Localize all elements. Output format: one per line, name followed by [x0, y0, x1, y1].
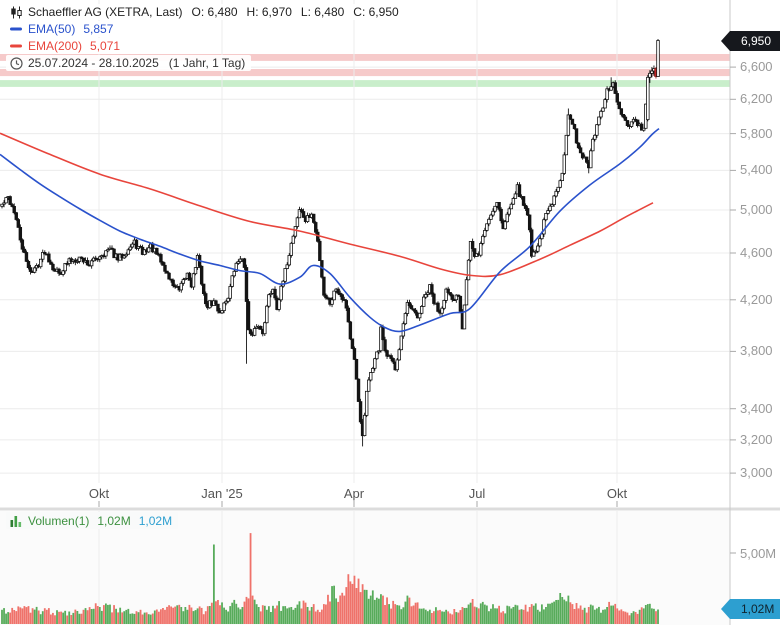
- stock-chart: Schaeffler AG (XETRA, Last) O: 6,480 H: …: [0, 0, 780, 625]
- chart-canvas[interactable]: [0, 0, 780, 625]
